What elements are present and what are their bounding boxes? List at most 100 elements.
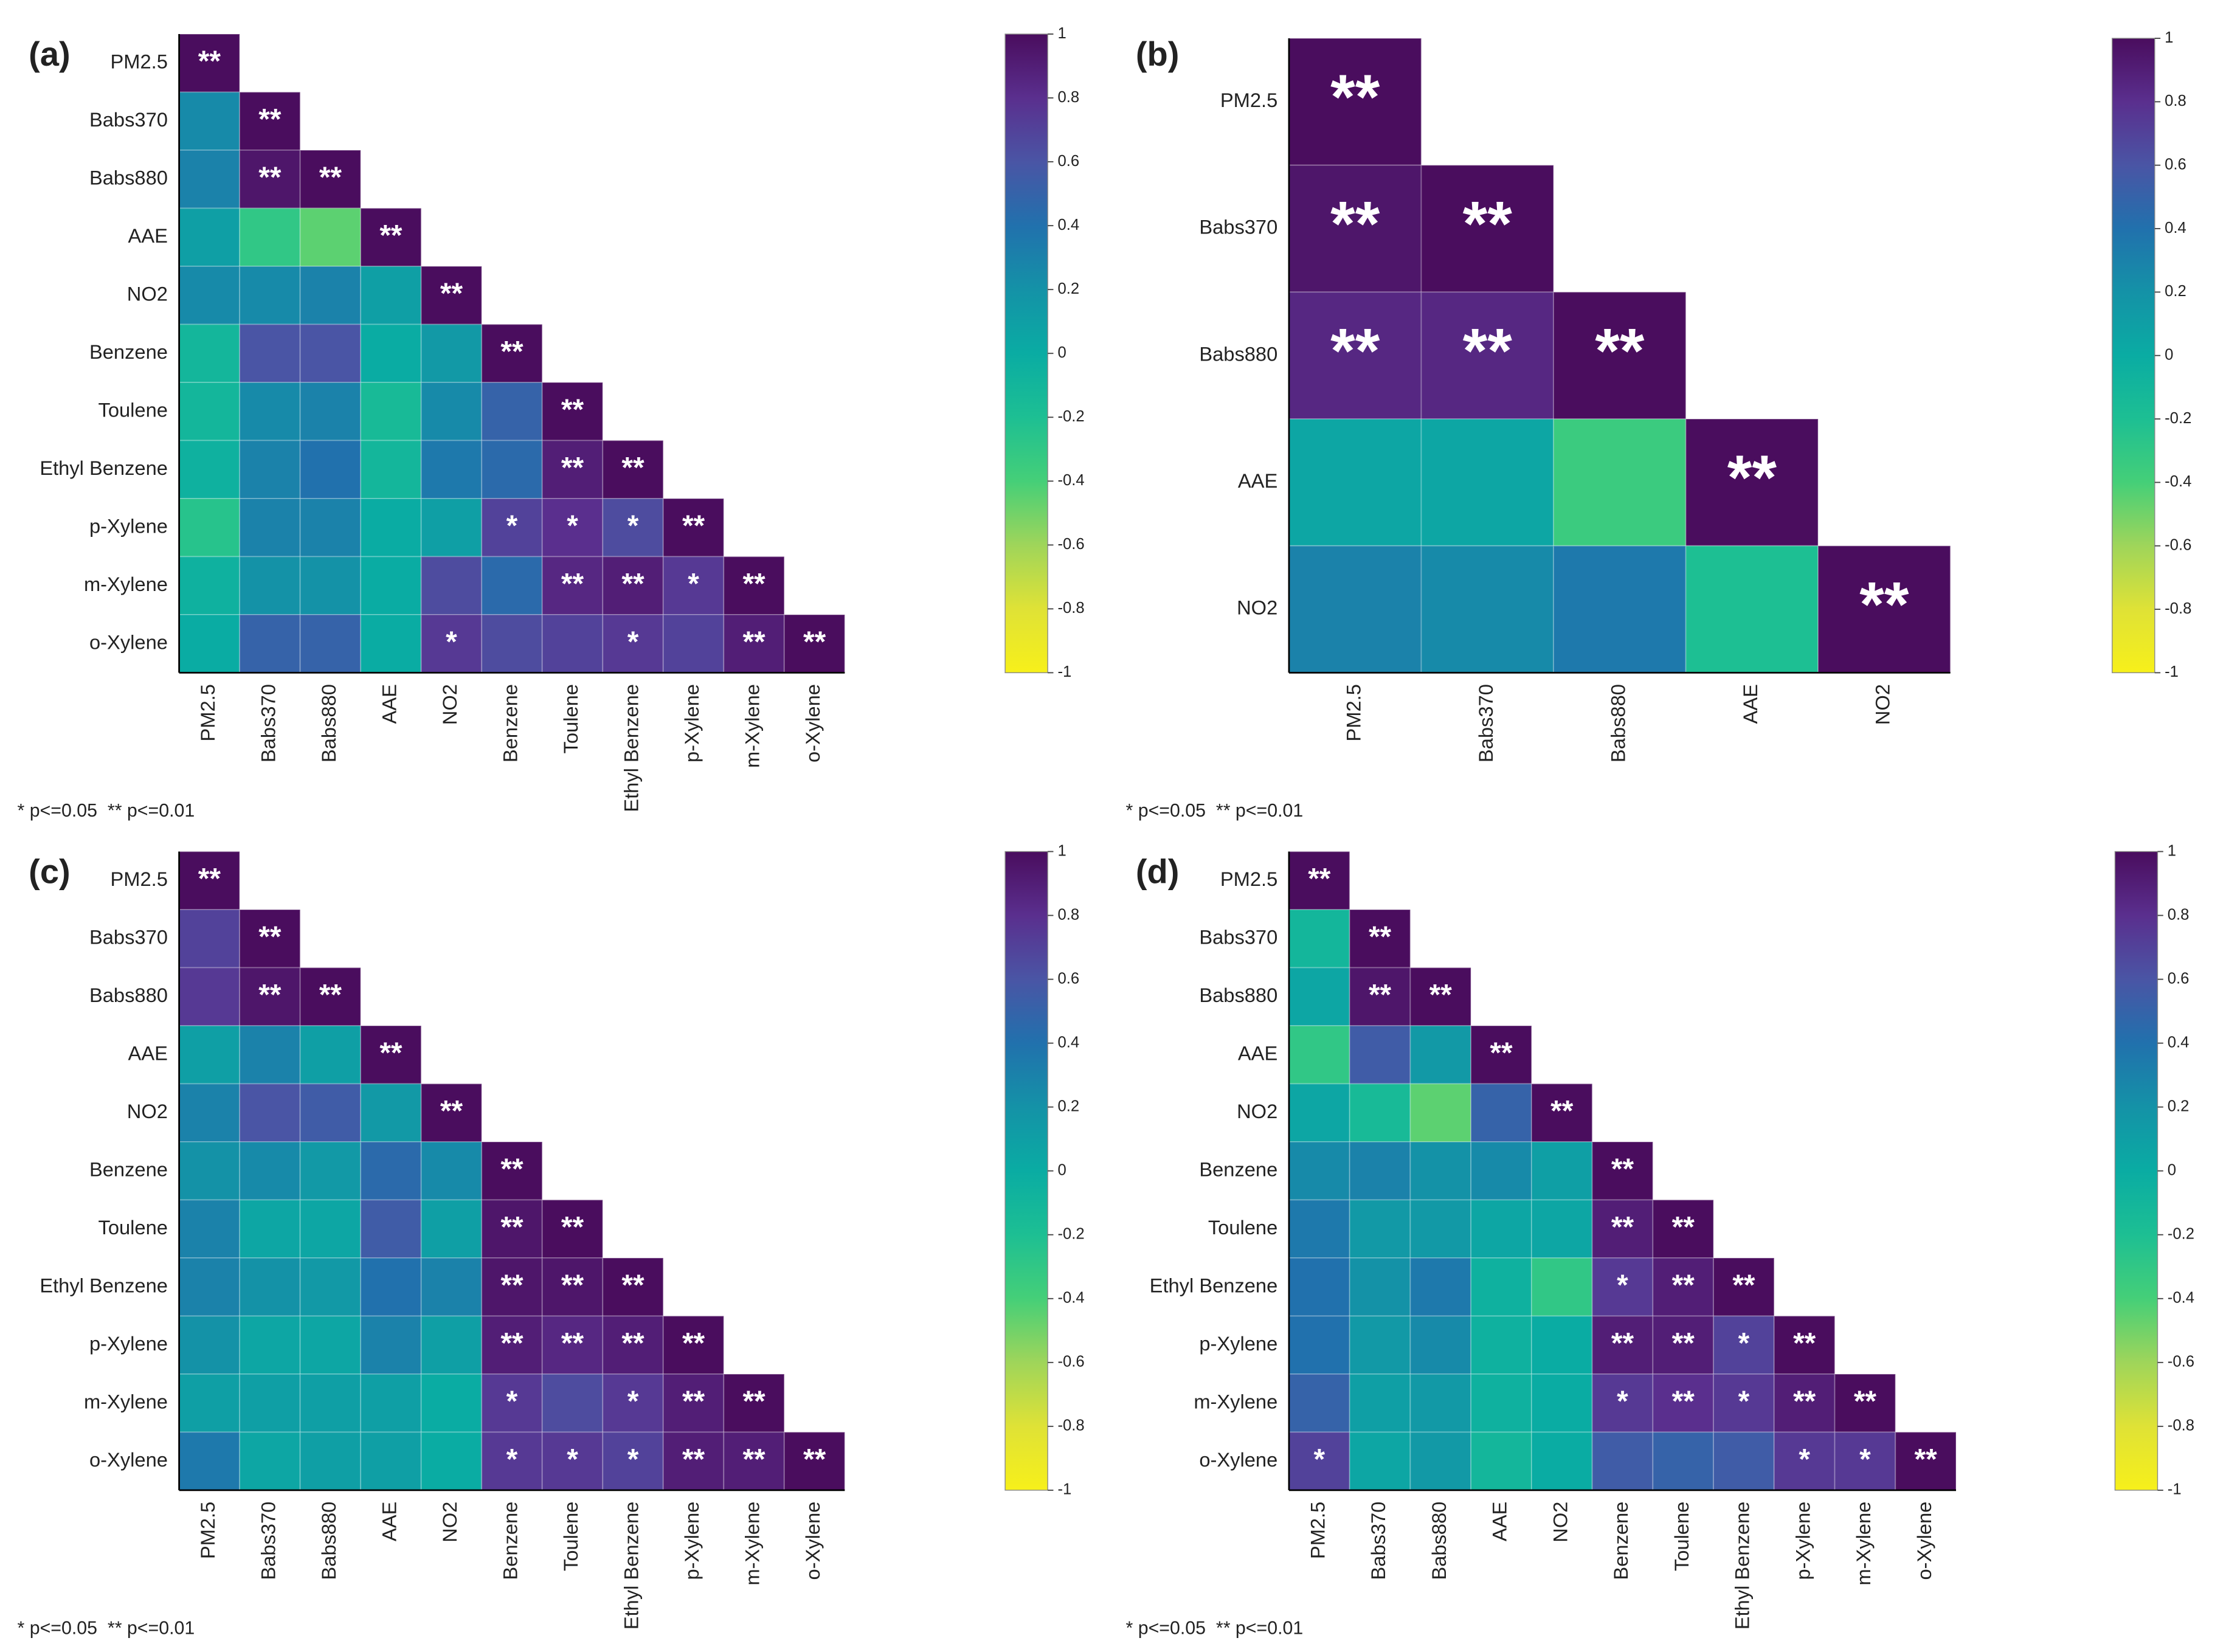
- heatmap-cell: [239, 266, 301, 325]
- column-label: PM2.5: [196, 684, 219, 741]
- heatmap-cell: [178, 1315, 241, 1375]
- heatmap-cell: [178, 556, 241, 615]
- row-label: Babs370: [89, 925, 168, 948]
- row-label: Benzene: [89, 340, 168, 363]
- column-label: NO2: [1549, 1502, 1571, 1543]
- column-label: NO2: [1872, 684, 1894, 725]
- significance-mark: **: [682, 510, 705, 542]
- heatmap-cell: [299, 1373, 362, 1433]
- significance-mark: **: [1793, 1385, 1816, 1417]
- row-label: AAE: [128, 224, 168, 247]
- heatmap-cell: [178, 323, 241, 383]
- heatmap-cell: [239, 1083, 301, 1142]
- heatmap-cell: [239, 150, 301, 209]
- colorbar-tick-label: 0.2: [2165, 283, 2186, 300]
- row-label: Ethyl Benzene: [40, 457, 168, 479]
- heatmap-cell: [602, 613, 664, 674]
- heatmap-cell: [1409, 967, 1472, 1026]
- heatmap-cell: [420, 613, 483, 674]
- column-label: p-Xylene: [680, 684, 703, 762]
- colorbar: [1004, 851, 1048, 1491]
- colorbar-tick-label: -0.8: [2168, 1417, 2194, 1434]
- heatmap-cell: [178, 613, 241, 674]
- significance-mark: *: [688, 568, 699, 600]
- heatmap-cell: [1288, 1373, 1350, 1433]
- column-label: Babs370: [1474, 684, 1497, 762]
- heatmap-cell: [1652, 1315, 1715, 1375]
- row-label: o-Xylene: [1199, 1448, 1277, 1471]
- significance-mark: *: [446, 626, 457, 658]
- heatmap-cell: [1652, 1199, 1715, 1259]
- colorbar-tick-label: -0.6: [1057, 1353, 1084, 1370]
- heatmap-cell: [602, 1373, 664, 1433]
- column-label: p-Xylene: [1791, 1502, 1814, 1580]
- heatmap-cell: [1530, 1141, 1593, 1201]
- significance-mark: *: [627, 1443, 639, 1476]
- heatmap-cell: [178, 33, 241, 93]
- significance-mark: **: [258, 161, 282, 193]
- heatmap-cell: [360, 1257, 422, 1317]
- significance-mark: **: [1595, 316, 1645, 386]
- heatmap-cell: [723, 1431, 785, 1491]
- row-label: AAE: [1238, 1042, 1277, 1064]
- heatmap-cell: [481, 1141, 543, 1201]
- colorbar-tick-label: -0.8: [2165, 600, 2191, 617]
- colorbar-tick-label: -0.8: [1057, 600, 1084, 617]
- colorbar-tick-label: 0.4: [2168, 1034, 2190, 1051]
- heatmap-cell: [1349, 1431, 1411, 1491]
- heatmap-cell: [602, 1257, 664, 1317]
- significance-mark: **: [1550, 1095, 1574, 1127]
- footnote: * p<=0.05 ** p<=0.01: [1126, 1619, 1304, 1639]
- heatmap-cell: [1530, 1373, 1593, 1433]
- heatmap-cell: [723, 613, 785, 674]
- colorbar-tick-label: 0: [1057, 344, 1066, 361]
- heatmap-cell: [1349, 1083, 1411, 1142]
- significance-mark: *: [1859, 1443, 1871, 1476]
- row-label: NO2: [1237, 1100, 1277, 1122]
- heatmap-cell: [602, 556, 664, 615]
- significance-mark: **: [500, 1327, 524, 1360]
- heatmap-cell: [1288, 418, 1422, 547]
- heatmap-cell: [178, 207, 241, 267]
- heatmap-cell: [420, 1373, 483, 1433]
- heatmap-cell: [360, 556, 422, 615]
- heatmap-cell: [178, 1373, 241, 1433]
- heatmap-cell: [239, 613, 301, 674]
- significance-mark: **: [1611, 1153, 1634, 1185]
- heatmap-cell: [420, 323, 483, 383]
- row-label: PM2.5: [111, 868, 168, 890]
- colorbar-tick-label: 1: [2168, 842, 2176, 859]
- heatmap-cell: [1288, 1199, 1350, 1259]
- heatmap-cell: [239, 498, 301, 558]
- heatmap-cell: [1288, 1257, 1350, 1317]
- significance-mark: **: [319, 161, 342, 193]
- row-label: p-Xylene: [89, 1332, 168, 1355]
- heatmap-cell: [1530, 1257, 1593, 1317]
- significance-mark: **: [1732, 1269, 1755, 1301]
- heatmap-cell: [541, 498, 604, 558]
- heatmap-cell: [178, 498, 241, 558]
- heatmap-cell: [299, 498, 362, 558]
- column-label: Ethyl Benzene: [620, 684, 643, 812]
- row-label: PM2.5: [1220, 89, 1277, 111]
- row-label: NO2: [1237, 596, 1277, 619]
- heatmap-cell: [1591, 1257, 1654, 1317]
- row-label: m-Xylene: [84, 573, 168, 595]
- column-label: PM2.5: [196, 1502, 219, 1559]
- heatmap-cell: [299, 1257, 362, 1317]
- row-label: Benzene: [89, 1158, 168, 1180]
- heatmap-cell: [1773, 1315, 1836, 1375]
- heatmap-cell: [360, 1199, 422, 1259]
- heatmap-cell: [1288, 1315, 1350, 1375]
- row-label: Babs370: [1199, 216, 1277, 238]
- heatmap-cell: [1591, 1199, 1654, 1259]
- significance-mark: **: [258, 103, 282, 136]
- significance-mark: **: [1330, 189, 1380, 260]
- colorbar-tick-label: 1: [1057, 842, 1066, 859]
- heatmap-cell: [1530, 1431, 1593, 1491]
- heatmap-cell: [1470, 1315, 1532, 1375]
- heatmap-cell: [299, 1199, 362, 1259]
- colorbar: [1004, 33, 1048, 674]
- heatmap-cell: [1553, 545, 1687, 674]
- significance-mark: *: [627, 626, 639, 658]
